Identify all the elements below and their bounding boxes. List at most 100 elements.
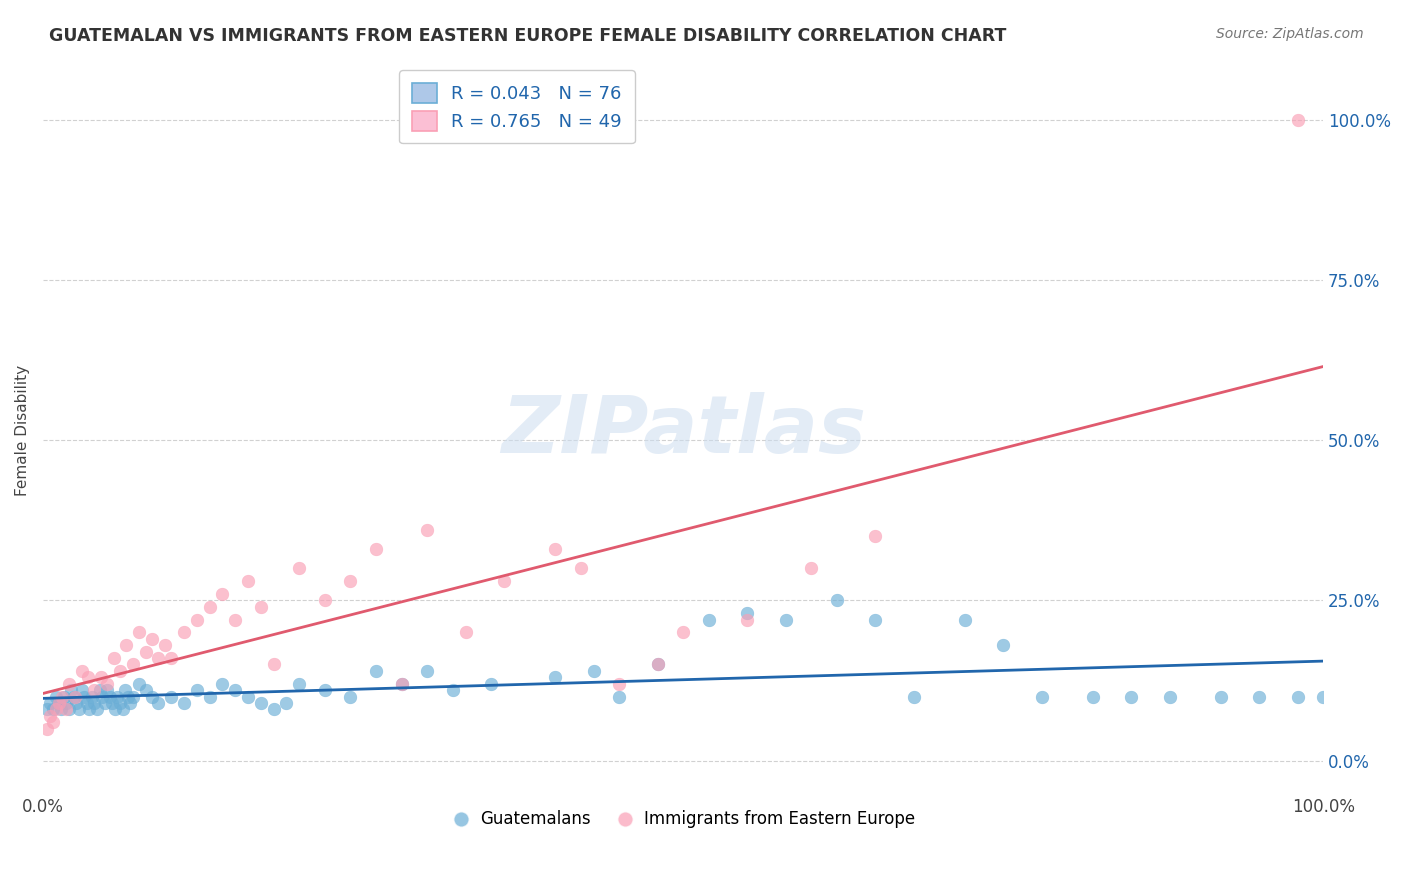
Point bbox=[104, 702, 127, 716]
Point bbox=[569, 561, 592, 575]
Point bbox=[52, 690, 75, 704]
Point bbox=[83, 683, 105, 698]
Point bbox=[115, 638, 138, 652]
Point bbox=[135, 683, 157, 698]
Point bbox=[314, 683, 336, 698]
Point bbox=[1159, 690, 1181, 704]
Point bbox=[454, 625, 477, 640]
Text: Source: ZipAtlas.com: Source: ZipAtlas.com bbox=[1216, 27, 1364, 41]
Point bbox=[314, 593, 336, 607]
Point bbox=[211, 676, 233, 690]
Point bbox=[114, 683, 136, 698]
Point bbox=[224, 683, 246, 698]
Point bbox=[63, 690, 86, 704]
Point bbox=[121, 690, 143, 704]
Point bbox=[173, 696, 195, 710]
Point bbox=[582, 664, 605, 678]
Point bbox=[544, 542, 567, 557]
Point bbox=[391, 676, 413, 690]
Point bbox=[364, 542, 387, 557]
Point bbox=[86, 702, 108, 716]
Point bbox=[1312, 690, 1334, 704]
Point bbox=[120, 696, 142, 710]
Point bbox=[101, 696, 124, 710]
Point bbox=[735, 606, 758, 620]
Point bbox=[141, 632, 163, 646]
Point bbox=[607, 676, 630, 690]
Point bbox=[96, 683, 118, 698]
Point bbox=[903, 690, 925, 704]
Point bbox=[77, 670, 100, 684]
Text: GUATEMALAN VS IMMIGRANTS FROM EASTERN EUROPE FEMALE DISABILITY CORRELATION CHART: GUATEMALAN VS IMMIGRANTS FROM EASTERN EU… bbox=[49, 27, 1007, 45]
Point bbox=[1286, 112, 1309, 127]
Point bbox=[1286, 690, 1309, 704]
Point bbox=[249, 599, 271, 614]
Point bbox=[121, 657, 143, 672]
Point bbox=[103, 651, 125, 665]
Point bbox=[35, 722, 58, 736]
Point bbox=[263, 702, 285, 716]
Point bbox=[42, 702, 65, 716]
Point bbox=[697, 613, 720, 627]
Point bbox=[263, 657, 285, 672]
Point bbox=[288, 676, 311, 690]
Point bbox=[107, 690, 129, 704]
Point bbox=[38, 696, 60, 710]
Point bbox=[153, 638, 176, 652]
Point bbox=[42, 715, 65, 730]
Point bbox=[339, 690, 361, 704]
Point bbox=[224, 613, 246, 627]
Point bbox=[128, 676, 150, 690]
Point bbox=[108, 664, 131, 678]
Point bbox=[416, 664, 439, 678]
Point bbox=[236, 690, 259, 704]
Point bbox=[38, 708, 60, 723]
Point bbox=[55, 702, 77, 716]
Point bbox=[49, 702, 72, 716]
Point bbox=[249, 696, 271, 710]
Point bbox=[76, 696, 98, 710]
Point bbox=[800, 561, 823, 575]
Point bbox=[1209, 690, 1232, 704]
Point bbox=[67, 702, 90, 716]
Point bbox=[647, 657, 669, 672]
Point bbox=[60, 683, 83, 698]
Point bbox=[1081, 690, 1104, 704]
Point bbox=[186, 683, 208, 698]
Point bbox=[141, 690, 163, 704]
Point bbox=[492, 574, 515, 589]
Point bbox=[160, 651, 183, 665]
Point bbox=[65, 696, 87, 710]
Point bbox=[148, 651, 170, 665]
Y-axis label: Female Disability: Female Disability bbox=[15, 365, 30, 496]
Point bbox=[339, 574, 361, 589]
Point bbox=[70, 664, 93, 678]
Point bbox=[98, 690, 121, 704]
Point bbox=[73, 690, 96, 704]
Point bbox=[441, 683, 464, 698]
Point bbox=[276, 696, 298, 710]
Point bbox=[51, 690, 73, 704]
Point bbox=[1031, 690, 1053, 704]
Point bbox=[55, 696, 77, 710]
Point bbox=[1249, 690, 1271, 704]
Point bbox=[863, 613, 886, 627]
Point bbox=[160, 690, 183, 704]
Point bbox=[288, 561, 311, 575]
Point bbox=[58, 676, 80, 690]
Point bbox=[96, 676, 118, 690]
Point bbox=[63, 690, 86, 704]
Point bbox=[391, 676, 413, 690]
Point bbox=[148, 696, 170, 710]
Point bbox=[173, 625, 195, 640]
Point bbox=[48, 696, 70, 710]
Point bbox=[544, 670, 567, 684]
Point bbox=[77, 702, 100, 716]
Point bbox=[211, 587, 233, 601]
Point bbox=[35, 702, 58, 716]
Point bbox=[45, 690, 67, 704]
Point bbox=[83, 696, 105, 710]
Point bbox=[607, 690, 630, 704]
Point bbox=[672, 625, 695, 640]
Point bbox=[111, 702, 134, 716]
